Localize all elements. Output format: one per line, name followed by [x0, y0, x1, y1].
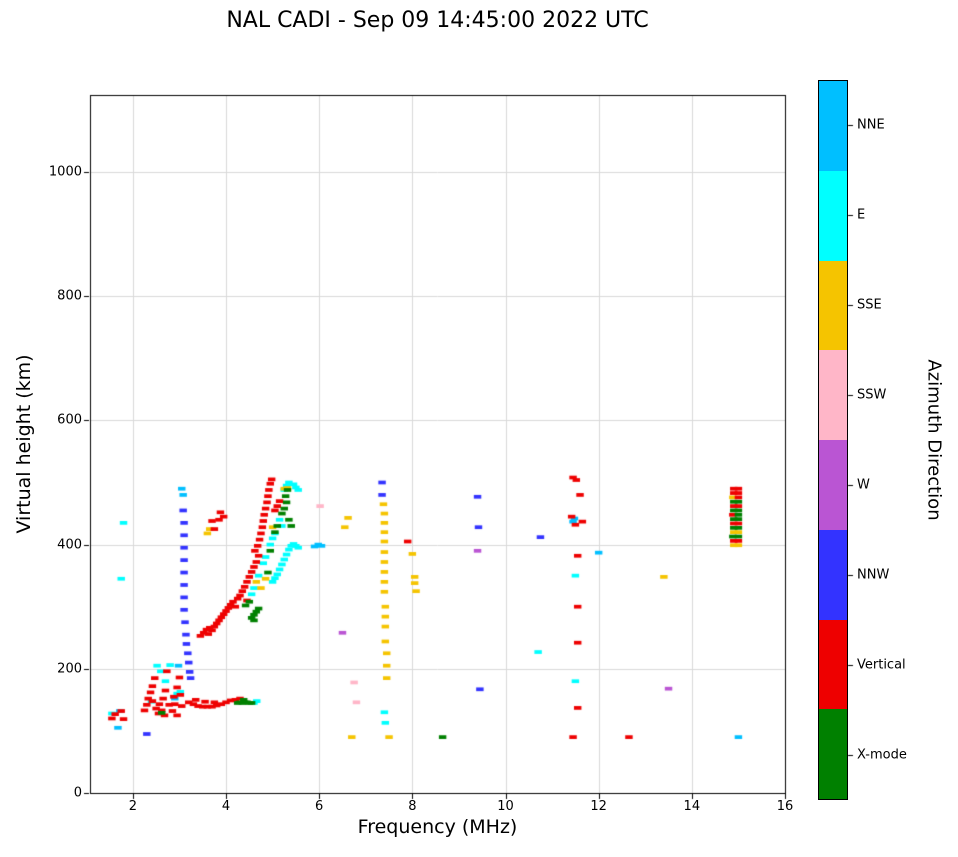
colorbar-category-label: SSW — [857, 387, 887, 403]
colorbar-category-label: NNW — [857, 567, 890, 583]
y-tick-label: 200 — [57, 661, 82, 677]
colorbar-category-label: E — [857, 207, 866, 223]
colorbar-category-label: X-mode — [857, 747, 907, 763]
x-tick-label: 10 — [497, 799, 514, 814]
colorbar-segment-ssw — [819, 350, 847, 440]
y-tick-label: 800 — [57, 288, 82, 304]
x-tick-label: 12 — [590, 799, 607, 814]
colorbar-segment-nnw — [819, 529, 847, 620]
y-tick-label: 600 — [57, 412, 82, 428]
plot-title: NAL CADI - Sep 09 14:45:00 2022 UTC — [226, 8, 649, 33]
y-tick-label: 0 — [73, 785, 82, 801]
colorbar-category-label: NNE — [857, 117, 885, 133]
x-tick-label: 8 — [408, 799, 417, 814]
colorbar-category-label: W — [857, 477, 870, 493]
colorbar-segment-w — [819, 440, 847, 530]
colorbar-segment-e — [819, 170, 847, 261]
colorbar — [818, 80, 848, 800]
colorbar-segment-vertical — [819, 619, 847, 710]
y-tick-label: 1000 — [48, 164, 82, 180]
colorbar-axis-label: Azimuth Direction — [923, 359, 945, 521]
colorbar-segment-x-mode — [819, 709, 847, 799]
x-tick-label: 4 — [221, 799, 231, 814]
x-tick-label: 14 — [683, 799, 701, 814]
colorbar-category-label: SSE — [857, 297, 882, 313]
colorbar-category-label: Vertical — [857, 657, 906, 673]
x-tick-label: 16 — [776, 799, 794, 814]
colorbar-segment-sse — [819, 260, 847, 351]
y-tick-label: 400 — [57, 537, 82, 553]
x-tick-label: 6 — [315, 799, 324, 814]
y-axis-label: Virtual height (km) — [13, 354, 35, 534]
colorbar-segment-nne — [819, 81, 847, 171]
x-axis-label: Frequency (MHz) — [357, 816, 518, 838]
x-tick-label: 2 — [128, 799, 137, 814]
